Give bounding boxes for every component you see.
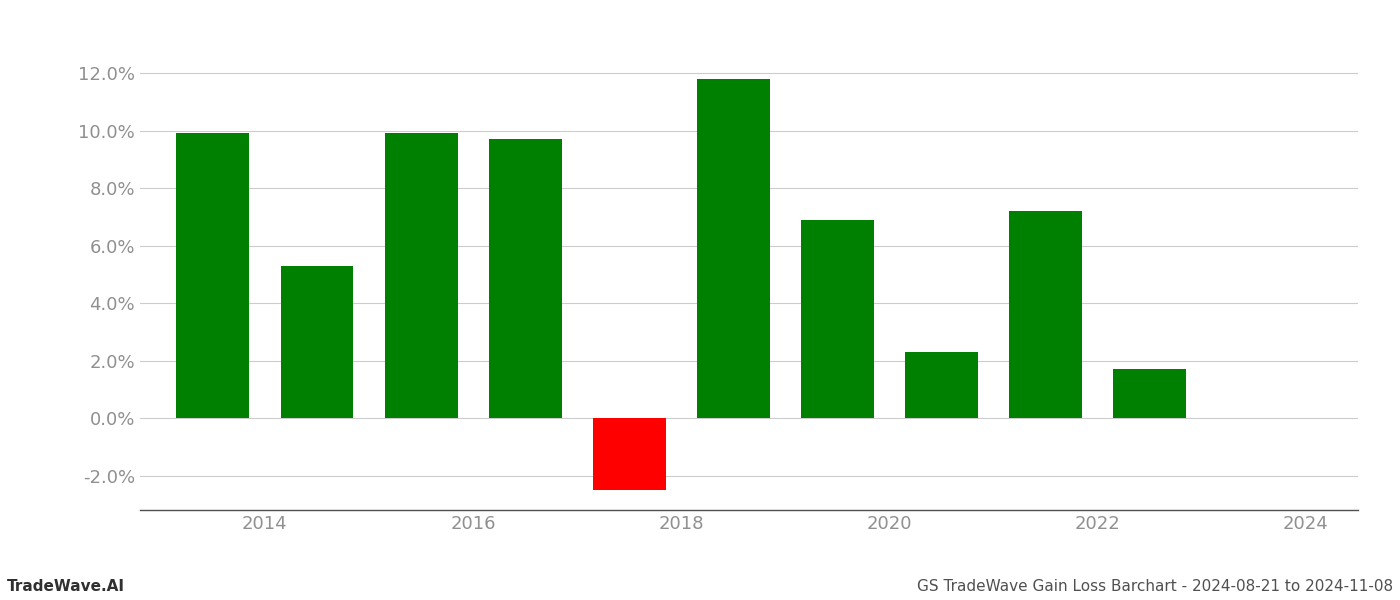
Bar — [592, 418, 666, 490]
Bar — [697, 79, 770, 418]
Text: GS TradeWave Gain Loss Barchart - 2024-08-21 to 2024-11-08: GS TradeWave Gain Loss Barchart - 2024-0… — [917, 579, 1393, 594]
Bar — [1009, 211, 1082, 418]
Bar — [1113, 369, 1186, 418]
Bar — [280, 266, 353, 418]
Bar — [906, 352, 979, 418]
Text: TradeWave.AI: TradeWave.AI — [7, 579, 125, 594]
Bar — [385, 133, 458, 418]
Bar — [489, 139, 561, 418]
Bar — [801, 220, 874, 418]
Bar — [176, 133, 249, 418]
